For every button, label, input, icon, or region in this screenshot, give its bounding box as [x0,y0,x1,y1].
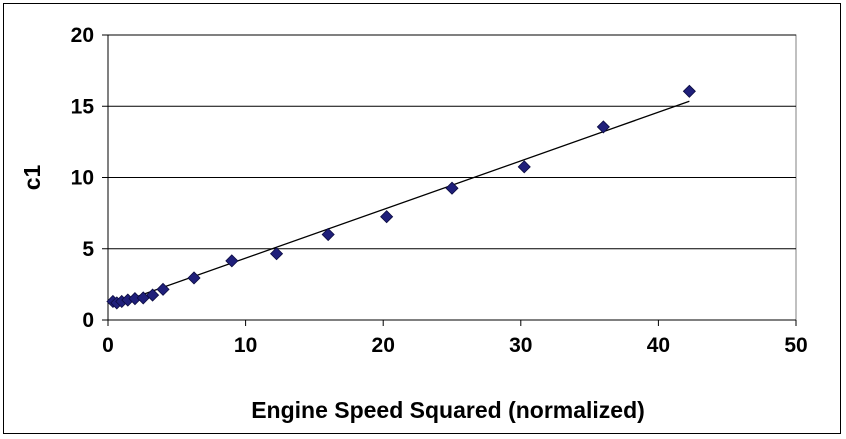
y-axis-title: c1 [19,165,45,191]
x-tick-label-0: 0 [102,334,114,357]
data-point-10 [269,247,284,261]
data-point-6 [146,288,160,302]
grid-lines [108,34,796,250]
y-tick-label-4: 20 [71,24,94,47]
x-tick-label-2: 20 [372,334,395,357]
data-point-7 [156,282,170,296]
trendline-layer [112,100,690,306]
chart-border [3,3,841,434]
x-tick-label-1: 10 [234,334,257,357]
data-point-8 [187,271,201,285]
data-points [106,84,696,310]
x-tick-label-3: 30 [509,334,532,357]
y-tick-label-2: 10 [71,167,94,190]
data-point-9 [225,254,239,268]
data-point-14 [517,160,531,174]
x-tick-label-5: 50 [784,334,807,357]
data-point-11 [321,227,335,242]
data-point-16 [682,84,696,98]
y-tick-label-0: 0 [82,309,94,332]
data-point-15 [596,120,610,134]
x-axis-title: Engine Speed Squared (normalized) [251,397,645,423]
y-axis-ticks: 0 5 10 15 20 [71,24,108,332]
x-axis-ticks: 0 10 20 30 40 50 [102,320,808,357]
data-point-13 [445,181,459,195]
data-point-12 [380,210,394,224]
x-tick-label-4: 40 [647,334,670,357]
y-tick-label-3: 15 [71,95,95,118]
y-tick-label-1: 5 [82,238,94,261]
trendline [112,100,690,306]
